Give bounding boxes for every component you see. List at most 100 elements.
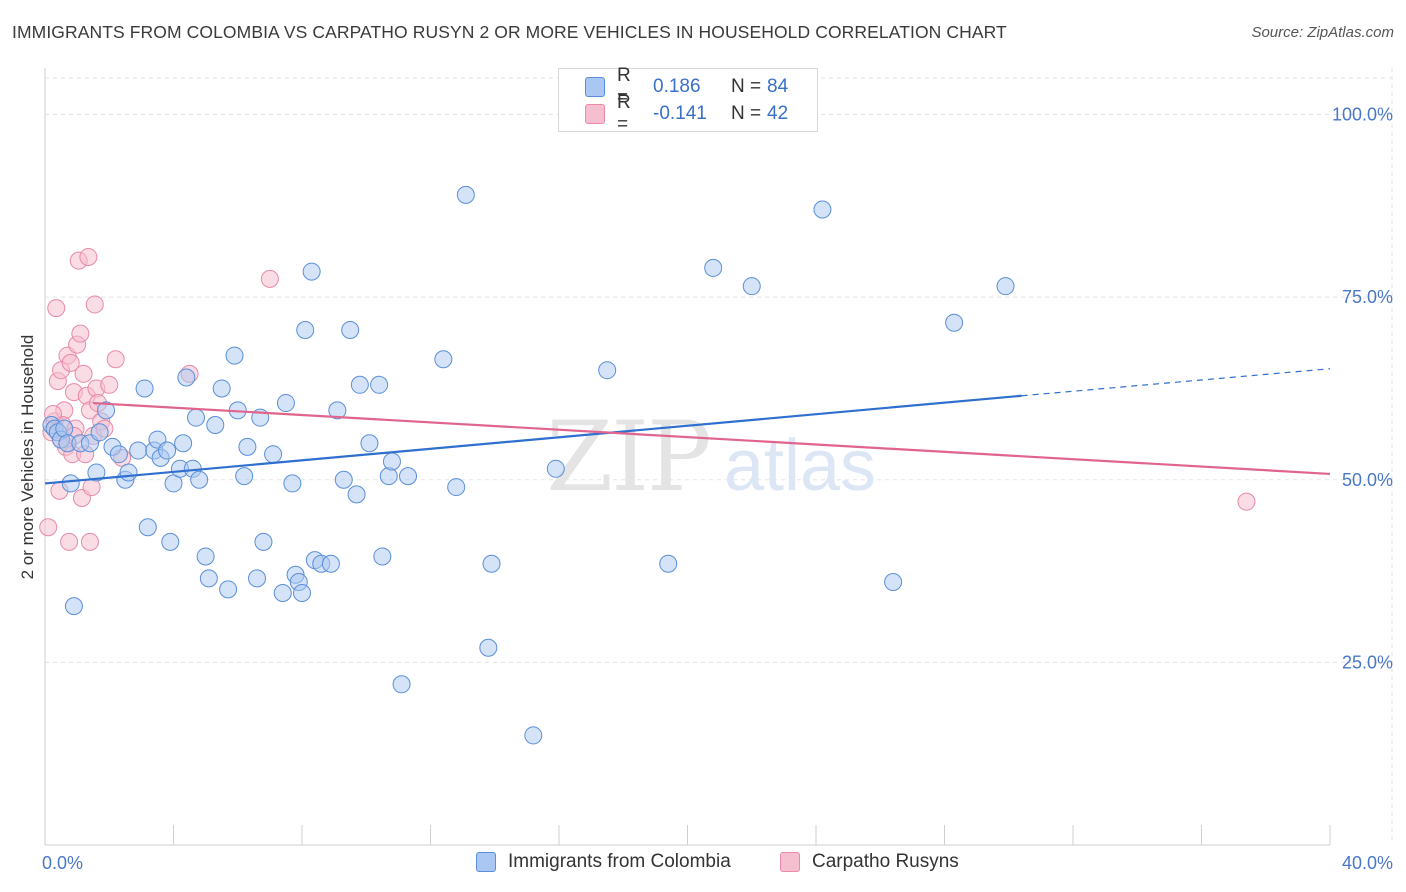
point-colombia — [254, 532, 273, 551]
legend-swatch-blue — [585, 77, 605, 97]
point-colombia — [186, 408, 205, 427]
point-colombia — [138, 518, 157, 537]
legend-r-label: R = — [617, 65, 631, 108]
legend-n-label: N = — [731, 76, 762, 97]
point-carpatho — [85, 295, 104, 314]
grid-lines — [45, 68, 1393, 845]
point-colombia — [235, 467, 254, 486]
point-carpatho — [61, 353, 80, 372]
point-colombia — [129, 441, 148, 460]
point-colombia — [884, 573, 903, 592]
point-carpatho — [106, 350, 125, 369]
point-colombia — [456, 185, 475, 204]
point-colombia — [373, 547, 392, 566]
point-colombia — [479, 638, 498, 657]
watermark-atlas: atlas — [724, 426, 876, 506]
point-colombia — [161, 532, 180, 551]
x-tick-label-min: 0.0% — [42, 853, 83, 873]
legend-n-value: 42 — [767, 103, 789, 124]
point-colombia — [225, 346, 244, 365]
y-tick-label: 25.0% — [1342, 652, 1393, 672]
point-colombia — [392, 675, 411, 694]
point-colombia — [334, 470, 353, 489]
legend-r-value: -0.141 — [653, 103, 707, 124]
point-colombia — [360, 434, 379, 453]
point-colombia — [177, 368, 196, 387]
y-axis-title: 2 or more Vehicles in Household — [18, 335, 37, 580]
point-colombia — [212, 379, 231, 398]
point-colombia — [135, 379, 154, 398]
trend-line-colombia — [44, 394, 1022, 485]
point-colombia — [158, 441, 177, 460]
point-colombia — [399, 467, 418, 486]
tick-labels: 25.0% 50.0% 75.0% 100.0% 0.0% 40.0% — [42, 105, 1393, 873]
point-carpatho — [74, 364, 93, 383]
point-colombia — [174, 434, 193, 453]
bottom-legend-swatch-blue — [476, 852, 496, 872]
point-colombia — [190, 470, 209, 489]
y-tick-label: 75.0% — [1342, 287, 1393, 307]
point-colombia — [524, 726, 543, 745]
point-colombia — [90, 423, 109, 442]
point-colombia — [248, 569, 267, 588]
point-colombia — [64, 597, 83, 616]
point-colombia — [199, 569, 218, 588]
bottom-legend-label-colombia: Immigrants from Colombia — [508, 851, 731, 872]
point-colombia — [379, 467, 398, 486]
axes — [44, 68, 1331, 846]
point-colombia — [659, 554, 678, 573]
point-colombia — [302, 262, 321, 281]
point-colombia — [109, 445, 128, 464]
point-colombia — [264, 445, 283, 464]
point-colombia — [238, 437, 257, 456]
point-colombia — [296, 321, 315, 340]
point-colombia — [328, 401, 347, 420]
point-colombia — [293, 583, 311, 602]
chart-title: IMMIGRANTS FROM COLOMBIA VS CARPATHO RUS… — [12, 22, 1007, 42]
point-carpatho — [47, 299, 66, 318]
point-colombia — [219, 580, 238, 599]
correlation-legend: R = 0.186 N = 84 R = -0.141 N = 42 — [558, 65, 818, 135]
point-colombia — [370, 375, 389, 394]
chart-source: Source: ZipAtlas.com — [1251, 24, 1394, 41]
point-carpatho — [39, 518, 58, 537]
point-colombia — [97, 401, 116, 420]
point-carpatho — [80, 532, 99, 551]
point-colombia — [742, 277, 761, 296]
point-colombia — [276, 394, 295, 413]
point-colombia — [813, 200, 832, 219]
point-carpatho — [71, 324, 90, 343]
legend-row-carpatho: R = -0.141 N = 42 — [585, 92, 789, 135]
watermark: ZIP atlas — [546, 401, 876, 513]
y-tick-label: 50.0% — [1342, 470, 1393, 490]
bottom-legend-carpatho: Carpatho Rusyns — [780, 851, 959, 873]
bottom-legend-colombia: Immigrants from Colombia — [476, 851, 731, 873]
point-colombia — [273, 583, 292, 602]
point-carpatho — [79, 247, 98, 266]
point-colombia — [321, 554, 340, 573]
point-colombia — [704, 258, 723, 277]
point-colombia — [283, 474, 302, 493]
point-colombia — [61, 474, 80, 493]
y-tick-label: 100.0% — [1332, 105, 1393, 125]
point-colombia — [482, 554, 501, 573]
bottom-legend-label-carpatho: Carpatho Rusyns — [812, 851, 959, 872]
point-colombia — [119, 463, 138, 482]
legend-n-value: 84 — [767, 76, 789, 97]
trend-line-colombia-extension — [1021, 368, 1331, 397]
point-colombia — [347, 485, 366, 504]
point-carpatho — [60, 532, 79, 551]
legend-n-label: N = — [731, 103, 762, 124]
point-colombia — [996, 277, 1015, 296]
legend-swatch-pink — [585, 104, 605, 124]
point-colombia — [350, 375, 369, 394]
watermark-zip: ZIP — [546, 401, 709, 513]
point-colombia — [341, 321, 360, 340]
trend-lines — [44, 368, 1331, 485]
point-carpatho — [100, 375, 119, 394]
point-colombia — [196, 547, 215, 566]
series-colombia — [42, 185, 1015, 745]
point-colombia — [447, 478, 466, 497]
legend-r-value: 0.186 — [653, 76, 701, 97]
